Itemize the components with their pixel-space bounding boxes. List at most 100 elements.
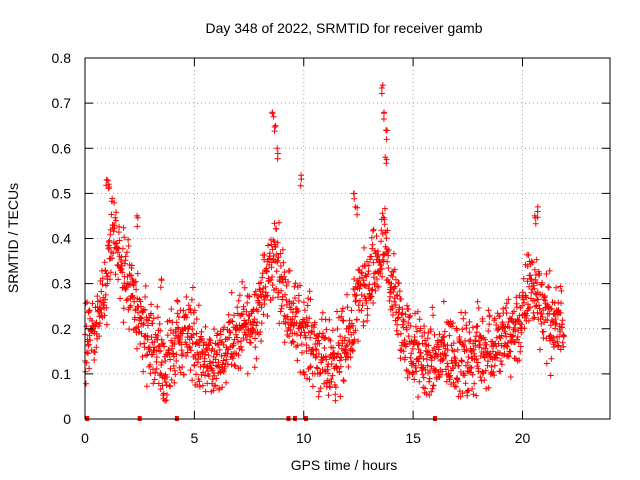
- data-point: [379, 273, 386, 280]
- data-point: [506, 324, 513, 331]
- data-point: [391, 298, 398, 305]
- data-point: [180, 351, 186, 357]
- data-point: [419, 340, 426, 347]
- data-point: [191, 320, 197, 327]
- data-point: [211, 326, 218, 333]
- data-point: [173, 358, 180, 364]
- data-point: [217, 331, 224, 338]
- data-point: [414, 341, 421, 348]
- data-point: [473, 329, 480, 336]
- data-point: [125, 243, 132, 249]
- data-point: [439, 368, 446, 375]
- data-point: [526, 283, 533, 290]
- data-point: [337, 393, 344, 400]
- data-point: [374, 276, 380, 282]
- data-point: [483, 385, 490, 392]
- data-point: [365, 285, 372, 292]
- data-point: [253, 322, 260, 329]
- data-point: [394, 315, 401, 322]
- data-point: [377, 270, 384, 277]
- data-point: [201, 358, 208, 365]
- data-point: [337, 363, 344, 370]
- data-point: [273, 268, 280, 275]
- y-tick-label: 0.2: [52, 321, 72, 337]
- data-point: [498, 332, 505, 339]
- data-point: [286, 333, 293, 340]
- data-point: [294, 342, 301, 349]
- data-point: [93, 319, 100, 326]
- data-point: [423, 391, 430, 397]
- data-point: [214, 351, 220, 358]
- data-point: [516, 312, 523, 319]
- data-point: [350, 322, 357, 329]
- data-point: [488, 363, 495, 370]
- data-point: [127, 302, 134, 309]
- data-point: [540, 328, 547, 335]
- data-point: [502, 330, 509, 337]
- data-point: [97, 306, 104, 313]
- data-point: [560, 332, 567, 339]
- data-point: [325, 370, 332, 377]
- data-point: [145, 317, 152, 324]
- data-point: [503, 342, 510, 349]
- data-point: [258, 338, 265, 345]
- y-tick-label: 0.8: [52, 50, 72, 66]
- data-point: [247, 339, 254, 346]
- data-point: [450, 379, 457, 386]
- spike-point: [298, 176, 305, 183]
- data-point: [281, 339, 288, 346]
- data-point: [449, 323, 455, 330]
- data-point: [178, 347, 185, 354]
- data-point: [252, 344, 259, 351]
- data-point: [87, 337, 94, 344]
- data-point: [306, 315, 313, 322]
- data-point: [364, 312, 371, 319]
- data-point: [264, 292, 271, 299]
- data-point: [322, 334, 329, 341]
- data-point: [300, 368, 307, 375]
- data-point: [440, 334, 446, 341]
- data-point: [179, 364, 186, 370]
- data-point: [171, 379, 178, 386]
- data-point: [536, 270, 543, 277]
- data-point: [367, 256, 374, 263]
- data-point: [413, 368, 420, 375]
- data-point: [115, 229, 122, 236]
- data-point: [368, 234, 375, 241]
- data-point: [338, 313, 345, 320]
- data-point: [196, 383, 203, 390]
- data-point: [237, 343, 244, 350]
- data-point: [321, 345, 328, 351]
- data-point: [164, 374, 171, 381]
- data-point: [175, 333, 182, 340]
- data-point: [143, 383, 150, 390]
- data-point: [99, 281, 106, 288]
- data-point: [84, 336, 91, 343]
- data-point: [520, 275, 527, 282]
- spike-point: [378, 85, 385, 91]
- data-point: [421, 323, 428, 330]
- data-point: [164, 391, 170, 398]
- data-point: [326, 316, 333, 323]
- data-point: [223, 379, 230, 386]
- data-point: [504, 343, 511, 350]
- data-point: [186, 343, 193, 350]
- data-point: [382, 205, 388, 212]
- data-point: [180, 371, 187, 378]
- data-point: [412, 323, 419, 330]
- data-point: [197, 354, 204, 360]
- data-point: [339, 305, 346, 312]
- data-point: [183, 314, 190, 321]
- data-point: [470, 391, 477, 398]
- data-point: [370, 300, 377, 306]
- data-point: [507, 337, 514, 344]
- data-point: [129, 293, 135, 300]
- data-point: [336, 342, 343, 349]
- spike-point: [297, 182, 304, 189]
- data-point: [213, 375, 220, 382]
- data-point: [337, 333, 344, 340]
- data-point: [512, 328, 519, 335]
- spike-point: [380, 116, 387, 122]
- data-point: [193, 330, 200, 337]
- data-point: [195, 302, 202, 309]
